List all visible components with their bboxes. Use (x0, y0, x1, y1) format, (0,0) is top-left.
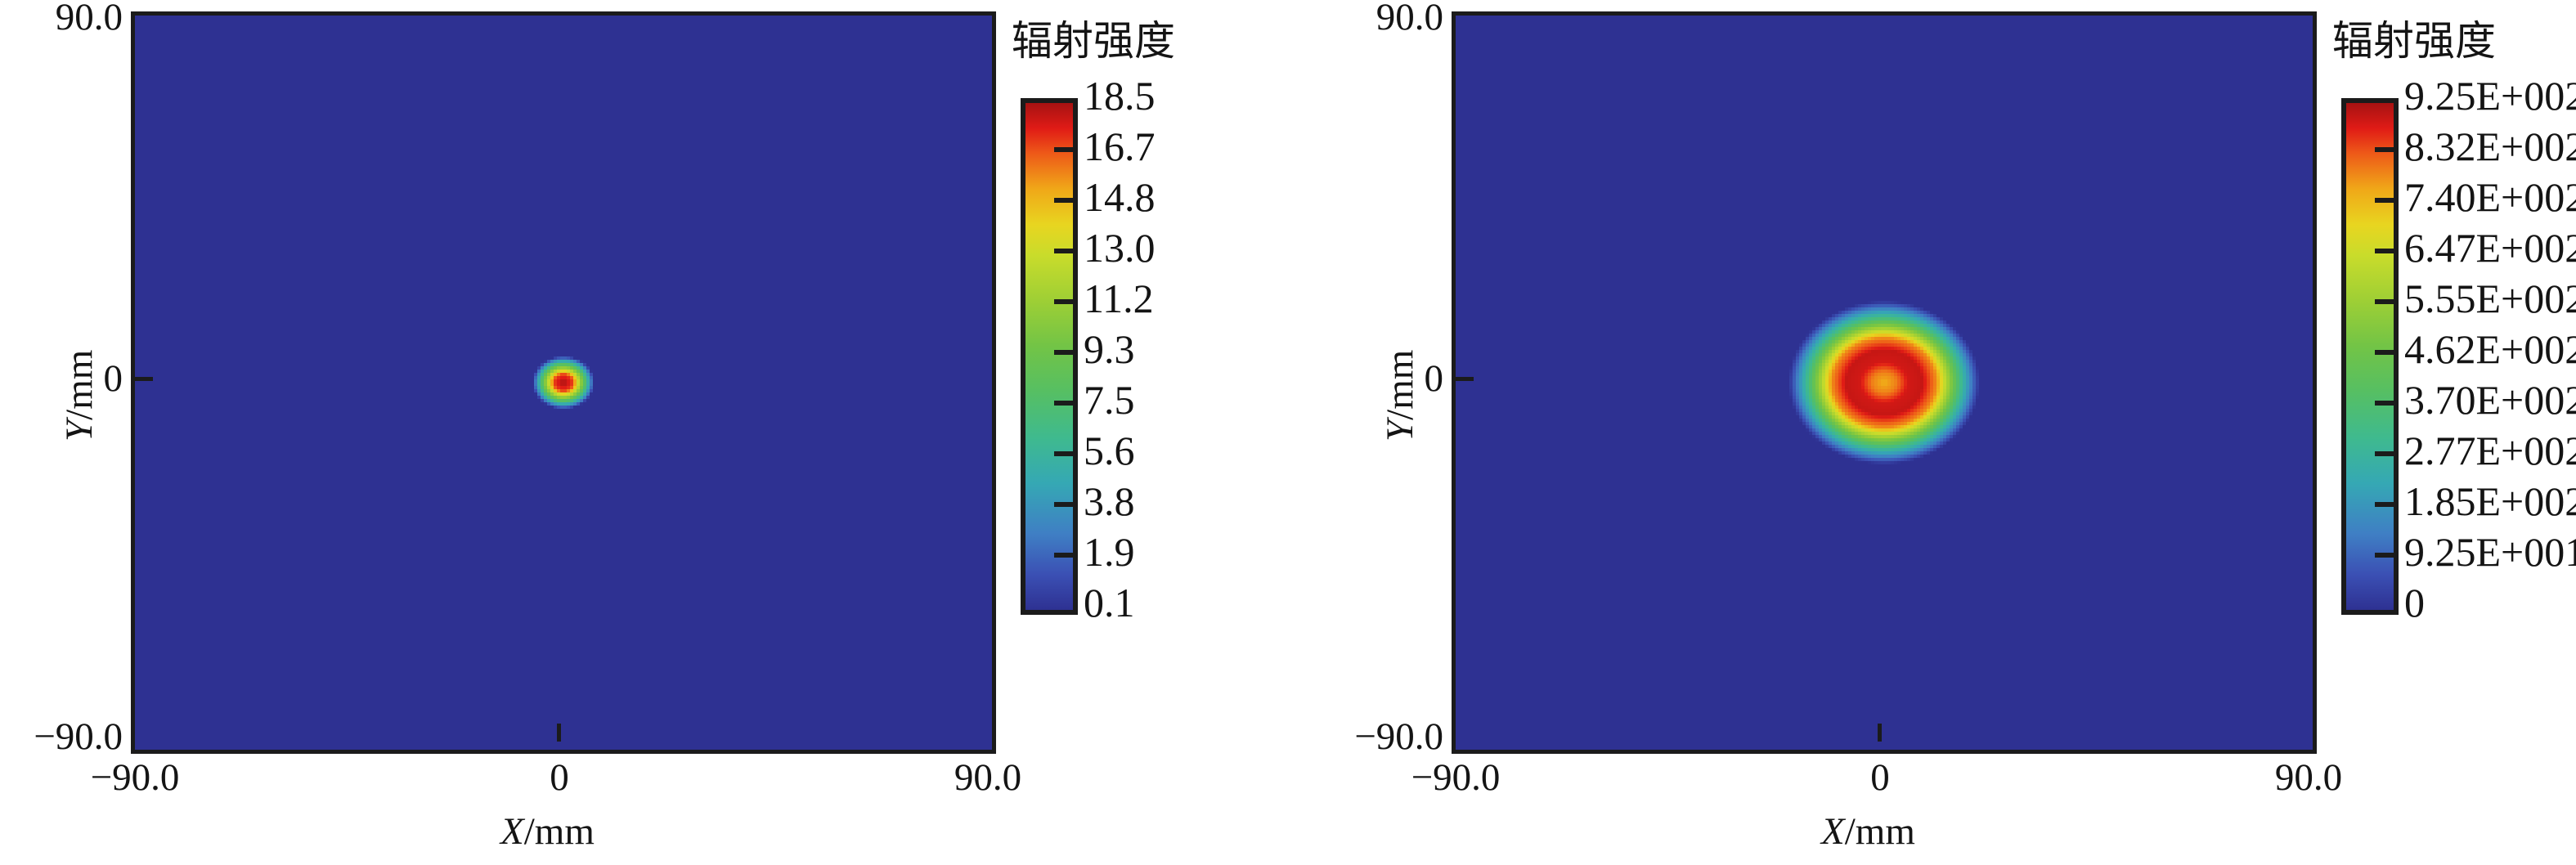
colorbar-label-left: 14.8 (1084, 174, 1156, 220)
colorbar-label-left: 5.6 (1084, 428, 1135, 473)
colorbar-tick (2375, 146, 2394, 152)
colorbar-tick (1054, 450, 1074, 456)
colorbar-tick (1054, 146, 1074, 152)
y-tick-mark-mid-left (135, 377, 153, 381)
colorbar-tick (2375, 501, 2394, 507)
colorbar-label-right: 7.40E+002 (2404, 174, 2576, 220)
y-tick-label-mid-left: 0 (103, 357, 123, 400)
x-tick-label-max-left: 90.0 (954, 756, 1022, 799)
y-axis-title-var-right: Y (1379, 419, 1421, 441)
colorbar-tick (1054, 298, 1074, 304)
y-tick-label-bottom-left: −90.0 (34, 715, 123, 758)
y-tick-label-bottom-right: −90.0 (1354, 715, 1443, 758)
x-tick-mark-mid-left (557, 724, 561, 742)
colorbar-tick (2375, 450, 2394, 456)
colorbar-tick (1054, 400, 1074, 406)
x-tick-label-min-right: −90.0 (1411, 756, 1501, 799)
x-tick-label-min-left: −90.0 (90, 756, 180, 799)
heatmap-canvas-left (135, 16, 992, 750)
y-tick-label-top-right: 90.0 (1376, 0, 1443, 38)
y-axis-title-var-left: Y (58, 419, 101, 441)
y-axis-title-right: Y/mm (1378, 350, 1422, 441)
colorbar-label-right: 9.25E+002 (2404, 73, 2576, 119)
colorbar-title-left: 辐射强度 (1012, 17, 1175, 65)
colorbar-tick (1054, 197, 1074, 203)
colorbar-label-right: 5.55E+002 (2404, 276, 2576, 321)
colorbar-label-left: 3.8 (1084, 478, 1135, 524)
colorbar-label-left: 1.9 (1084, 529, 1135, 575)
x-tick-label-mid-right: 0 (1870, 756, 1890, 799)
colorbar-label-right: 1.85E+002 (2404, 478, 2576, 524)
y-tick-mark-mid-right (1456, 377, 1474, 381)
colorbar-label-right: 9.25E+001 (2404, 529, 2576, 575)
colorbar-label-right: 8.32E+002 (2404, 123, 2576, 169)
colorbar-left (1021, 98, 1078, 615)
y-tick-label-top-left: 90.0 (55, 0, 123, 38)
x-axis-title-unit-right: /mm (1844, 810, 1915, 853)
x-axis-title-left: X/mm (500, 809, 595, 854)
colorbar-tick (2375, 197, 2394, 203)
plot-area-left (131, 11, 996, 754)
heatmap-canvas-right (1456, 16, 2313, 750)
y-axis-title-left: Y/mm (57, 350, 101, 441)
colorbar-label-right: 6.47E+002 (2404, 225, 2576, 271)
colorbar-label-left: 9.3 (1084, 326, 1135, 372)
colorbar-label-right: 2.77E+002 (2404, 428, 2576, 473)
x-tick-label-max-right: 90.0 (2274, 756, 2343, 799)
x-tick-label-mid-left: 0 (550, 756, 569, 799)
x-axis-title-var-right: X (1821, 810, 1845, 853)
colorbar-label-right: 0 (2404, 580, 2425, 625)
colorbar-label-left: 7.5 (1084, 377, 1135, 423)
colorbar-label-left: 0.1 (1084, 580, 1135, 625)
colorbar-label-right: 4.62E+002 (2404, 326, 2576, 372)
colorbar-label-left: 16.7 (1084, 123, 1156, 169)
colorbar-tick (1054, 552, 1074, 558)
colorbar-tick (2375, 400, 2394, 406)
x-axis-title-var-left: X (500, 810, 524, 853)
colorbar-tick (2375, 349, 2394, 355)
colorbar-right (2341, 98, 2399, 615)
y-tick-label-mid-right: 0 (1424, 357, 1444, 400)
colorbar-title-right: 辐射强度 (2332, 17, 2496, 65)
y-axis-title-unit-left: /mm (58, 349, 101, 420)
y-axis-title-unit-right: /mm (1379, 349, 1421, 420)
colorbar-tick (1054, 501, 1074, 507)
x-axis-title-right: X/mm (1821, 809, 1915, 854)
x-axis-title-unit-left: /mm (523, 810, 595, 853)
colorbar-label-left: 18.5 (1084, 73, 1156, 119)
colorbar-tick (1054, 349, 1074, 355)
colorbar-tick (2375, 298, 2394, 304)
colorbar-label-right: 3.70E+002 (2404, 377, 2576, 423)
colorbar-label-left: 11.2 (1084, 276, 1154, 321)
colorbar-tick (1054, 248, 1074, 253)
x-tick-mark-mid-right (1878, 724, 1882, 742)
panel-right: 90.0 0 −90.0 −90.0 0 90.0 Y/mm X/mm 辐射强度… (1288, 0, 2576, 865)
colorbar-tick (2375, 552, 2394, 558)
colorbar-tick (2375, 248, 2394, 253)
panel-left: 90.0 0 −90.0 −90.0 0 90.0 Y/mm X/mm 辐射强度 (34, 0, 1175, 854)
colorbar-label-left: 13.0 (1084, 225, 1156, 271)
plot-area-right (1452, 11, 2317, 754)
